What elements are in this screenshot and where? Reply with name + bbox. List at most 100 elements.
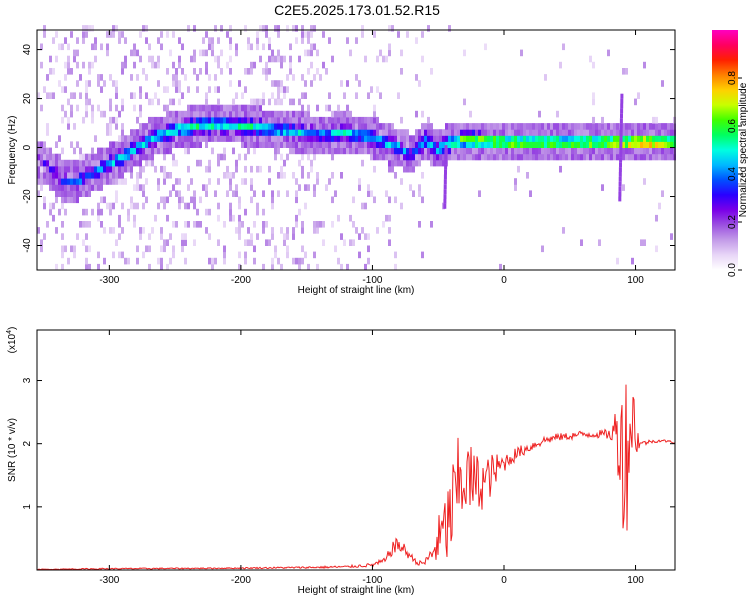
spectrogram-cell [91,61,94,69]
spectrogram-cell [502,141,505,148]
spectrogram-cell [163,104,166,112]
spectrogram-cell [139,233,142,240]
spectrogram-cell [319,116,322,124]
spectrogram-cell [118,165,121,173]
spectrogram-cell [670,153,673,161]
spectrogram-cell [337,141,340,148]
spectrogram-cell [244,25,247,32]
spectrogram-cell [169,190,172,197]
spectrogram-streak [618,196,622,202]
spectrogram-cell [277,86,280,93]
spectrogram-cell [475,141,478,148]
spectrogram-cell [343,123,346,130]
spectrogram-cell [214,110,217,118]
spectrogram-cell [313,251,316,259]
spectrogram-cell [160,196,163,204]
spectrogram-cell [109,202,112,210]
spectrogram-cell [250,141,253,148]
spectrogram-cell [55,141,58,148]
spectrogram-cell [610,135,613,142]
spectrogram-cell [283,86,286,93]
spectrogram-cell [97,263,100,271]
spectrogram-cell [259,165,262,173]
spectrogram-cell [601,141,604,148]
spectrogram-cell [163,202,166,210]
spectrogram-cell [73,123,76,130]
spectrogram-cell [655,135,658,142]
spectrogram-cell [82,153,85,161]
spectrogram-cell [250,68,253,75]
spectrogram-cell [364,135,367,142]
spectrogram-cell [145,25,148,32]
spectrogram-cell [298,141,301,148]
spectrogram-cell [244,104,247,112]
spectrogram-cell [613,141,616,148]
y-tick-label: 2 [22,440,33,446]
spectrogram-cell [109,74,112,81]
spectrogram-cell [106,123,109,130]
spectrogram-cell [349,147,352,155]
spectrogram-cell [307,153,310,161]
spectrogram-cell [160,147,163,155]
spectrogram-cell [106,153,109,161]
spectrogram-cell [586,135,589,142]
spectrogram-cell [376,129,379,136]
spectrogram-cell [451,141,454,148]
spectrogram-cell [244,135,247,142]
spectrogram-cell [256,31,259,38]
spectrogram-cell [235,129,238,136]
spectrogram-cell [427,129,430,136]
spectrogram-cell [49,147,52,155]
spectrogram-cell [391,165,394,173]
spectrogram-cell [670,129,673,136]
spectrogram-cell [544,135,547,142]
spectrogram-cell [214,129,217,136]
spectrogram-cell [289,68,292,75]
spectrogram-cell [223,104,226,112]
spectrogram-cell [109,104,112,112]
spectrogram-cell [301,129,304,136]
spectrogram-cell [301,172,304,179]
spectrogram-cell [550,147,553,155]
spectrogram-cell [364,141,367,148]
spectrogram-cell [253,257,256,265]
spectrogram-cell [463,141,466,148]
spectrogram-cell [220,68,223,75]
spectrogram-cell [352,196,355,204]
spectrogram-cell [226,123,229,130]
spectrogram-cell [199,135,202,142]
spectrogram-cell [193,190,196,197]
spectrogram-cell [580,147,583,155]
spectrogram-cell [85,172,88,179]
spectrogram-streak [618,191,622,197]
spectrogram-cell [334,123,337,130]
spectrogram-cell [499,153,502,161]
spectrogram-cell [562,147,565,155]
spectrogram-cell [595,135,598,142]
spectrogram-cell [88,98,91,106]
spectrogram-cell [52,153,55,161]
spectrogram-cell [433,153,436,161]
spectrogram-cell [448,147,451,155]
spectrogram-cell [109,147,112,155]
spectrogram-cell [229,214,232,222]
spectrogram-cell [655,116,658,124]
spectrogram-cell [304,92,307,99]
spectrogram-cell [277,123,280,130]
spectrogram-cell [310,135,313,142]
spectrogram-cell [505,141,508,148]
spectrogram-cell [238,227,241,234]
spectrogram-cell [232,190,235,197]
spectrogram-cell [304,116,307,124]
spectrogram-cell [55,196,58,204]
spectrogram-cell [262,208,265,216]
spectrogram-cell [103,159,106,167]
spectrogram-cell [322,31,325,38]
spectrogram-cell [70,172,73,179]
spectrogram-cell [307,184,310,191]
spectrogram-cell [511,129,514,136]
spectrogram-cell [592,153,595,161]
spectrogram-cell [88,61,91,69]
spectrogram-cell [262,98,265,106]
spectrogram-cell [268,123,271,130]
